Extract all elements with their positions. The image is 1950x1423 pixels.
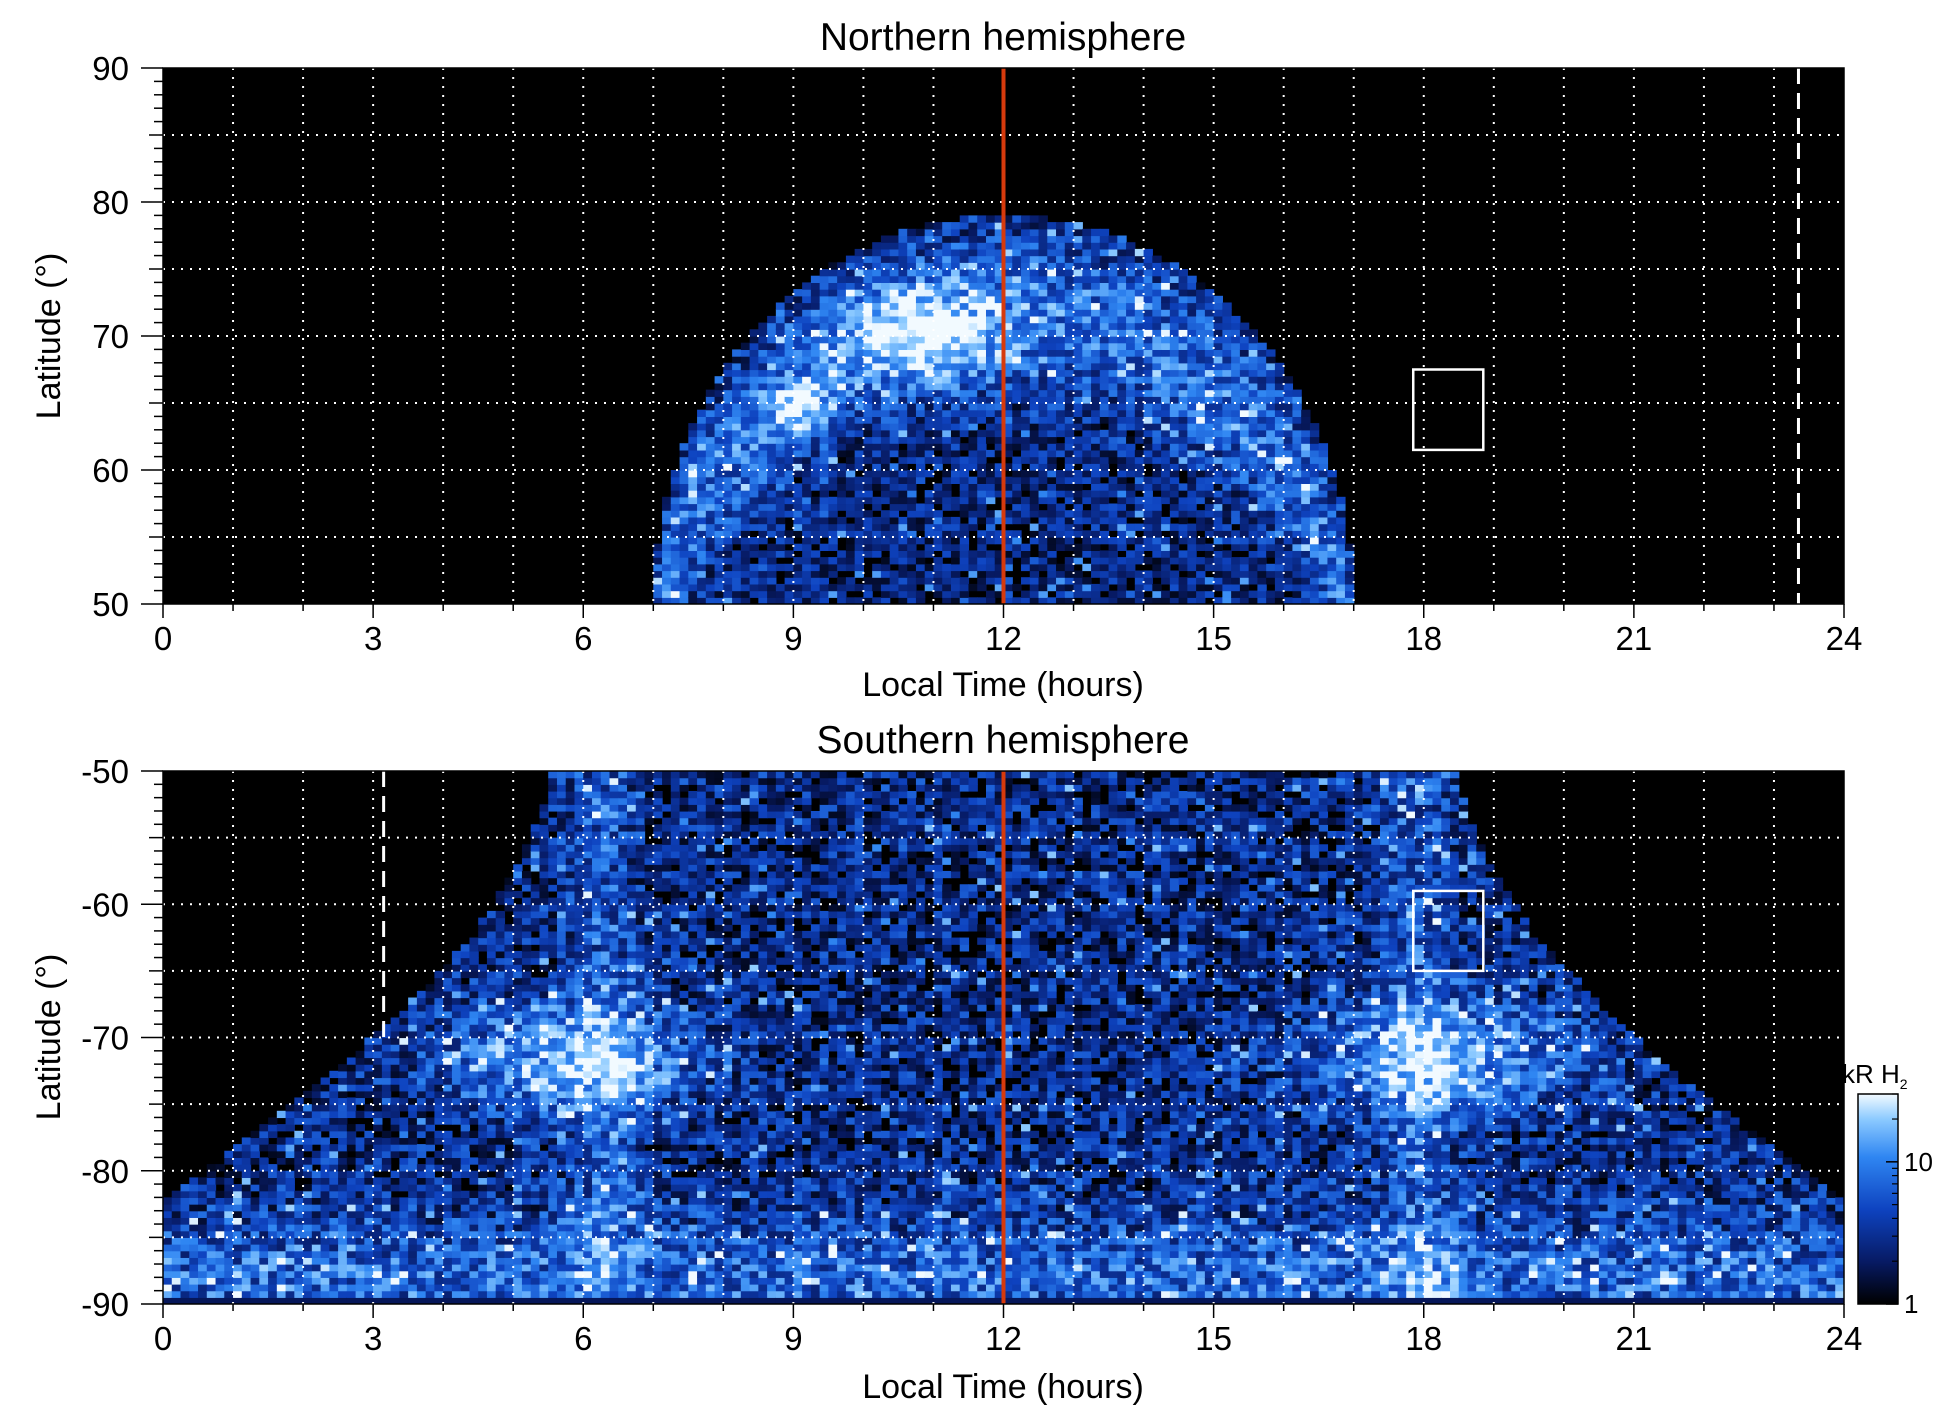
south-overlays bbox=[382, 771, 1485, 1304]
region-box bbox=[1411, 368, 1485, 452]
y-tick-label: 90 bbox=[92, 50, 129, 87]
south-xlabel: Local Time (hours) bbox=[862, 1368, 1144, 1406]
x-tick-label: 3 bbox=[364, 1320, 382, 1357]
y-tick-label: -90 bbox=[81, 1286, 129, 1323]
north-grid bbox=[163, 68, 1844, 604]
x-tick-label: 12 bbox=[985, 1320, 1022, 1357]
x-tick-label: 24 bbox=[1826, 1320, 1863, 1357]
x-tick-label: 6 bbox=[574, 620, 592, 657]
y-tick-label: -80 bbox=[81, 1153, 129, 1190]
north-overlays bbox=[1001, 68, 1800, 604]
north-axes: 0 3 6 9 12 15 18 21 24 50 60 70 80 90 bbox=[92, 50, 1862, 657]
y-tick-label: 60 bbox=[92, 452, 129, 489]
x-tick-label: 0 bbox=[154, 1320, 172, 1357]
y-tick-label: 80 bbox=[92, 184, 129, 221]
north-panel: Northern hemisphere 0 3 6 9 12 15 18 21 24 50 60 70… bbox=[30, 16, 1862, 704]
y-tick-label: 50 bbox=[92, 586, 129, 623]
north-heatmap bbox=[653, 215, 1355, 604]
north-ylabel: Latitude (°) bbox=[30, 253, 68, 420]
x-tick-label: 6 bbox=[574, 1320, 592, 1357]
south-ylabel: Latitude (°) bbox=[30, 954, 68, 1121]
south-title: Southern hemisphere bbox=[817, 719, 1190, 762]
region-box bbox=[1411, 889, 1485, 973]
x-tick-label: 12 bbox=[985, 620, 1022, 657]
y-tick-label: 70 bbox=[92, 318, 129, 355]
colorbar-ticks: 1 10 bbox=[1886, 1093, 1933, 1319]
north-title: Northern hemisphere bbox=[820, 16, 1186, 59]
x-tick-label: 18 bbox=[1405, 620, 1442, 657]
x-tick-label: 18 bbox=[1405, 1320, 1442, 1357]
x-tick-label: 21 bbox=[1616, 620, 1653, 657]
south-axes: 0 3 6 9 12 15 18 21 24 -90 -80 -70 -60 -50 bbox=[81, 753, 1862, 1357]
x-tick-label: 0 bbox=[154, 620, 172, 657]
south-heatmap bbox=[163, 771, 1844, 1304]
x-tick-label: 24 bbox=[1826, 620, 1863, 657]
colorbar-tick-label: 1 bbox=[1904, 1289, 1918, 1319]
colorbar: kR H2 1 10 bbox=[1842, 1059, 1933, 1319]
colorbar-label: kR H2 bbox=[1842, 1059, 1908, 1092]
x-tick-label: 21 bbox=[1616, 1320, 1653, 1357]
south-panel: Southern hemisphere 0 3 6 9 12 15 18 21 24 -90 -80… bbox=[30, 719, 1862, 1406]
y-tick-label: -70 bbox=[81, 1020, 129, 1057]
colorbar-gradient bbox=[1857, 1093, 1899, 1305]
y-tick-label: -60 bbox=[81, 886, 129, 923]
north-xlabel: Local Time (hours) bbox=[862, 666, 1144, 704]
x-tick-label: 9 bbox=[784, 1320, 802, 1357]
x-tick-label: 15 bbox=[1195, 620, 1232, 657]
y-tick-label: -50 bbox=[81, 753, 129, 790]
x-tick-label: 15 bbox=[1195, 1320, 1232, 1357]
colorbar-tick-label: 10 bbox=[1904, 1147, 1933, 1177]
south-grid bbox=[163, 771, 1844, 1304]
x-tick-label: 3 bbox=[364, 620, 382, 657]
x-tick-label: 9 bbox=[784, 620, 802, 657]
